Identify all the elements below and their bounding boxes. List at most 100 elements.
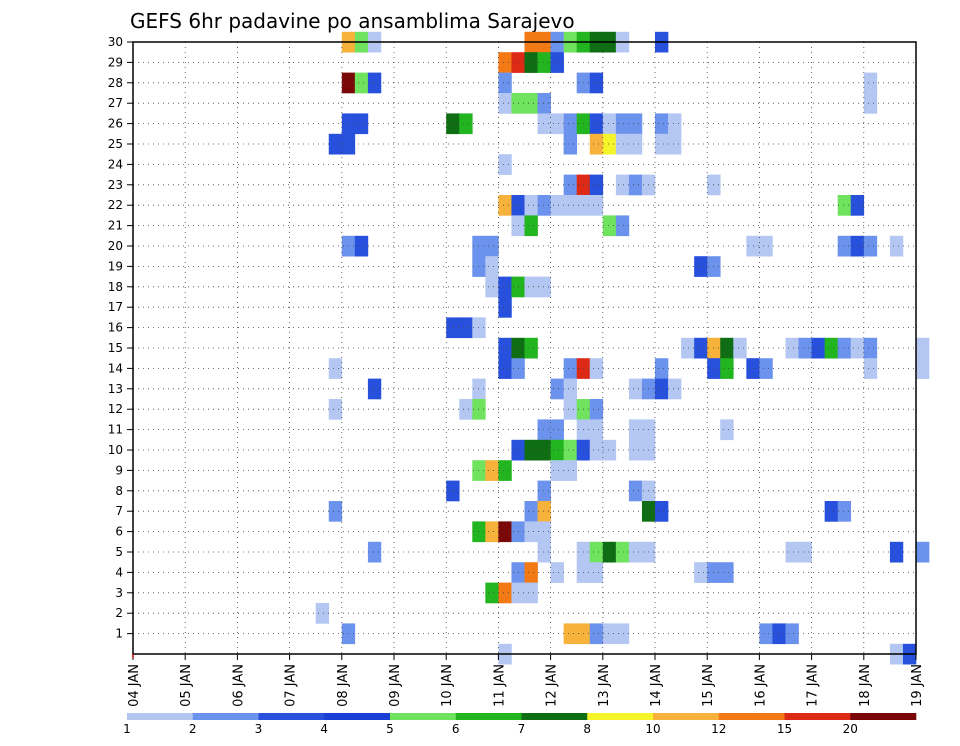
x-tick-label: 18 JAN	[858, 664, 873, 707]
x-tick-label: 10 JAN	[440, 664, 455, 707]
y-tick-label: 27	[108, 96, 123, 110]
legend-label: 6	[452, 722, 460, 736]
legend-label: 4	[320, 722, 328, 736]
heatmap-cell	[524, 439, 538, 461]
heatmap-cell	[524, 195, 538, 216]
heatmap-cell	[589, 358, 604, 379]
heatmap-cell	[798, 337, 812, 359]
heatmap-cell	[524, 215, 538, 237]
legend-swatch	[587, 713, 654, 720]
y-tick-label: 16	[108, 321, 123, 335]
heatmap-cell	[628, 378, 643, 400]
heatmap-cell	[850, 235, 865, 257]
heatmap-cell	[602, 215, 617, 237]
heatmap-cell	[563, 439, 577, 461]
heatmap-cell	[550, 378, 564, 400]
heatmap-cell	[498, 93, 512, 114]
y-axis: 1234567891011121314151617181920212223242…	[108, 35, 133, 641]
legend-label: 8	[583, 722, 591, 736]
heatmap-cell	[563, 133, 577, 155]
heatmap-cell	[563, 174, 577, 196]
y-tick-label: 30	[108, 35, 123, 49]
y-tick-label: 19	[108, 259, 123, 273]
heatmap-cell	[681, 337, 695, 359]
y-tick-label: 23	[108, 178, 123, 192]
heatmap-cell	[824, 337, 838, 359]
x-tick-label: 15 JAN	[701, 664, 716, 707]
heatmap-cell	[602, 113, 617, 135]
heatmap-cell	[837, 235, 852, 257]
heatmap-cell	[485, 256, 499, 277]
heatmap-cell	[615, 623, 630, 645]
cells-layer	[315, 31, 930, 665]
heatmap-cell	[655, 501, 669, 522]
heatmap-cell	[563, 113, 577, 135]
heatmap-cell	[498, 276, 512, 298]
legend-label: 7	[518, 722, 526, 736]
heatmap-cell	[524, 93, 538, 114]
y-tick-label: 9	[115, 463, 123, 477]
heatmap-cell	[498, 297, 512, 318]
legend-swatch	[653, 713, 720, 720]
y-tick-label: 10	[108, 443, 123, 457]
y-tick-label: 4	[115, 565, 123, 579]
grid-layer	[133, 42, 916, 654]
heatmap-cell	[537, 93, 551, 114]
x-tick-label: 04 JAN	[127, 664, 142, 707]
heatmap-cell	[720, 337, 734, 359]
legend-label: 12	[711, 722, 726, 736]
heatmap-cell	[759, 235, 773, 257]
heatmap-cell	[459, 317, 473, 339]
y-tick-label: 17	[108, 300, 123, 314]
heatmap-cell	[550, 562, 564, 583]
heatmap-cell	[328, 133, 343, 155]
heatmap-cell	[602, 541, 617, 563]
x-tick-label: 19 JAN	[910, 664, 925, 707]
heatmap-cell	[628, 133, 643, 155]
heatmap-cell	[485, 521, 499, 543]
heatmap-cell	[824, 501, 838, 522]
legend-swatch	[127, 713, 194, 720]
y-tick-label: 6	[115, 525, 123, 539]
x-tick-label: 12 JAN	[545, 664, 560, 707]
legend-swatch	[455, 713, 522, 720]
y-tick-label: 13	[108, 382, 123, 396]
y-tick-label: 29	[108, 55, 123, 69]
color-legend: 1 2 3 4 5 6 7 8 10 12 15 20	[123, 713, 917, 736]
y-tick-label: 5	[115, 545, 123, 559]
x-tick-label: 13 JAN	[597, 664, 612, 707]
heatmap-cell	[837, 501, 852, 522]
heatmap-cell	[615, 133, 630, 155]
heatmap-cell	[537, 541, 551, 563]
heatmap-cell	[589, 562, 604, 583]
heatmap-cell	[694, 256, 708, 277]
legend-swatch	[718, 713, 785, 720]
heatmap-cell	[720, 562, 734, 583]
x-tick-label: 05 JAN	[179, 664, 194, 707]
heatmap-cell	[537, 113, 551, 135]
heatmap-cell	[537, 195, 551, 216]
heatmap-cell	[602, 623, 617, 645]
heatmap-cell	[863, 337, 878, 359]
y-tick-label: 7	[115, 504, 123, 518]
heatmap-cell	[916, 358, 930, 379]
heatmap-cell	[759, 623, 773, 645]
heatmap-cell	[668, 113, 682, 135]
heatmap-cell	[328, 501, 343, 522]
heatmap-cell	[602, 133, 617, 155]
heatmap-cell	[524, 562, 538, 583]
heatmap-cell	[655, 378, 669, 400]
heatmap-cell	[367, 378, 382, 400]
y-tick-label: 22	[108, 198, 123, 212]
heatmap-cell	[589, 195, 604, 216]
heatmap-cell	[589, 133, 604, 155]
y-tick-label: 28	[108, 76, 123, 90]
y-tick-label: 12	[108, 402, 123, 416]
heatmap-cell	[485, 460, 499, 481]
heatmap-cell	[550, 419, 564, 441]
heatmap-cell	[485, 276, 499, 298]
x-tick-label: 07 JAN	[284, 664, 299, 707]
heatmap-cell	[459, 399, 473, 420]
